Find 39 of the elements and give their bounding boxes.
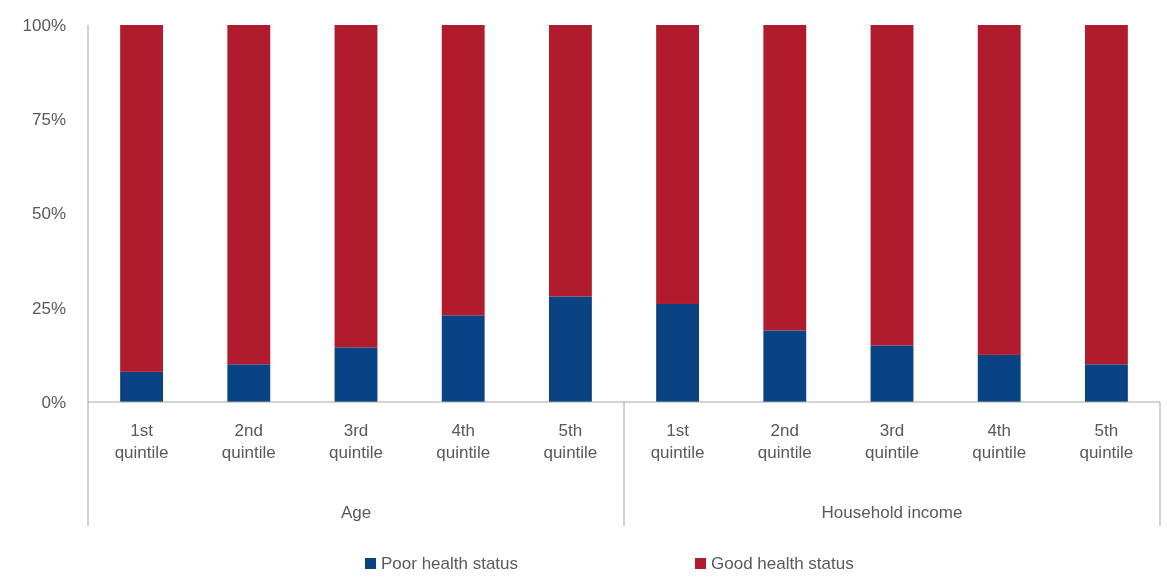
bar xyxy=(977,354,1021,402)
bar xyxy=(656,303,700,402)
x-tick-label: 4th quintile xyxy=(436,421,491,462)
bar xyxy=(441,315,485,402)
bar xyxy=(870,25,914,346)
bar xyxy=(656,25,700,304)
x-tick-label: 2nd quintile xyxy=(221,421,276,462)
legend-label: Good health status xyxy=(711,554,854,573)
bar xyxy=(334,25,378,348)
y-tick-label: 100% xyxy=(22,15,66,35)
bar xyxy=(548,296,592,402)
bar xyxy=(548,25,592,297)
x-tick-label: 5th quintile xyxy=(543,421,598,462)
text: Age xyxy=(340,503,372,522)
bar xyxy=(227,25,271,365)
y-tick-label: 75% xyxy=(31,110,66,130)
y-tick-label: 50% xyxy=(31,204,66,224)
bar xyxy=(977,25,1021,355)
bar xyxy=(441,25,485,316)
y-tick-label: 0% xyxy=(41,392,66,412)
bar xyxy=(1084,25,1128,365)
x-tick-label: 1st quintile xyxy=(650,421,705,462)
bar xyxy=(763,330,807,402)
bar xyxy=(1084,364,1128,402)
bar xyxy=(763,25,807,331)
y-tick-label: 25% xyxy=(31,298,66,318)
legend-label: Poor health status xyxy=(381,554,519,573)
bar xyxy=(227,364,271,402)
bar xyxy=(334,347,378,402)
text: Household income xyxy=(821,503,963,522)
x-tick-label: 2nd quintile xyxy=(757,421,812,462)
x-tick-label: 1st quintile xyxy=(114,421,169,462)
x-tick-label: 3rd quintile xyxy=(329,421,383,462)
bar xyxy=(120,25,164,372)
x-tick-label: 3rd quintile xyxy=(865,421,919,462)
bar xyxy=(120,371,164,402)
bar xyxy=(870,345,914,402)
x-tick-label: 5th quintile xyxy=(1079,421,1134,462)
x-tick-label: 4th quintile xyxy=(972,421,1027,462)
